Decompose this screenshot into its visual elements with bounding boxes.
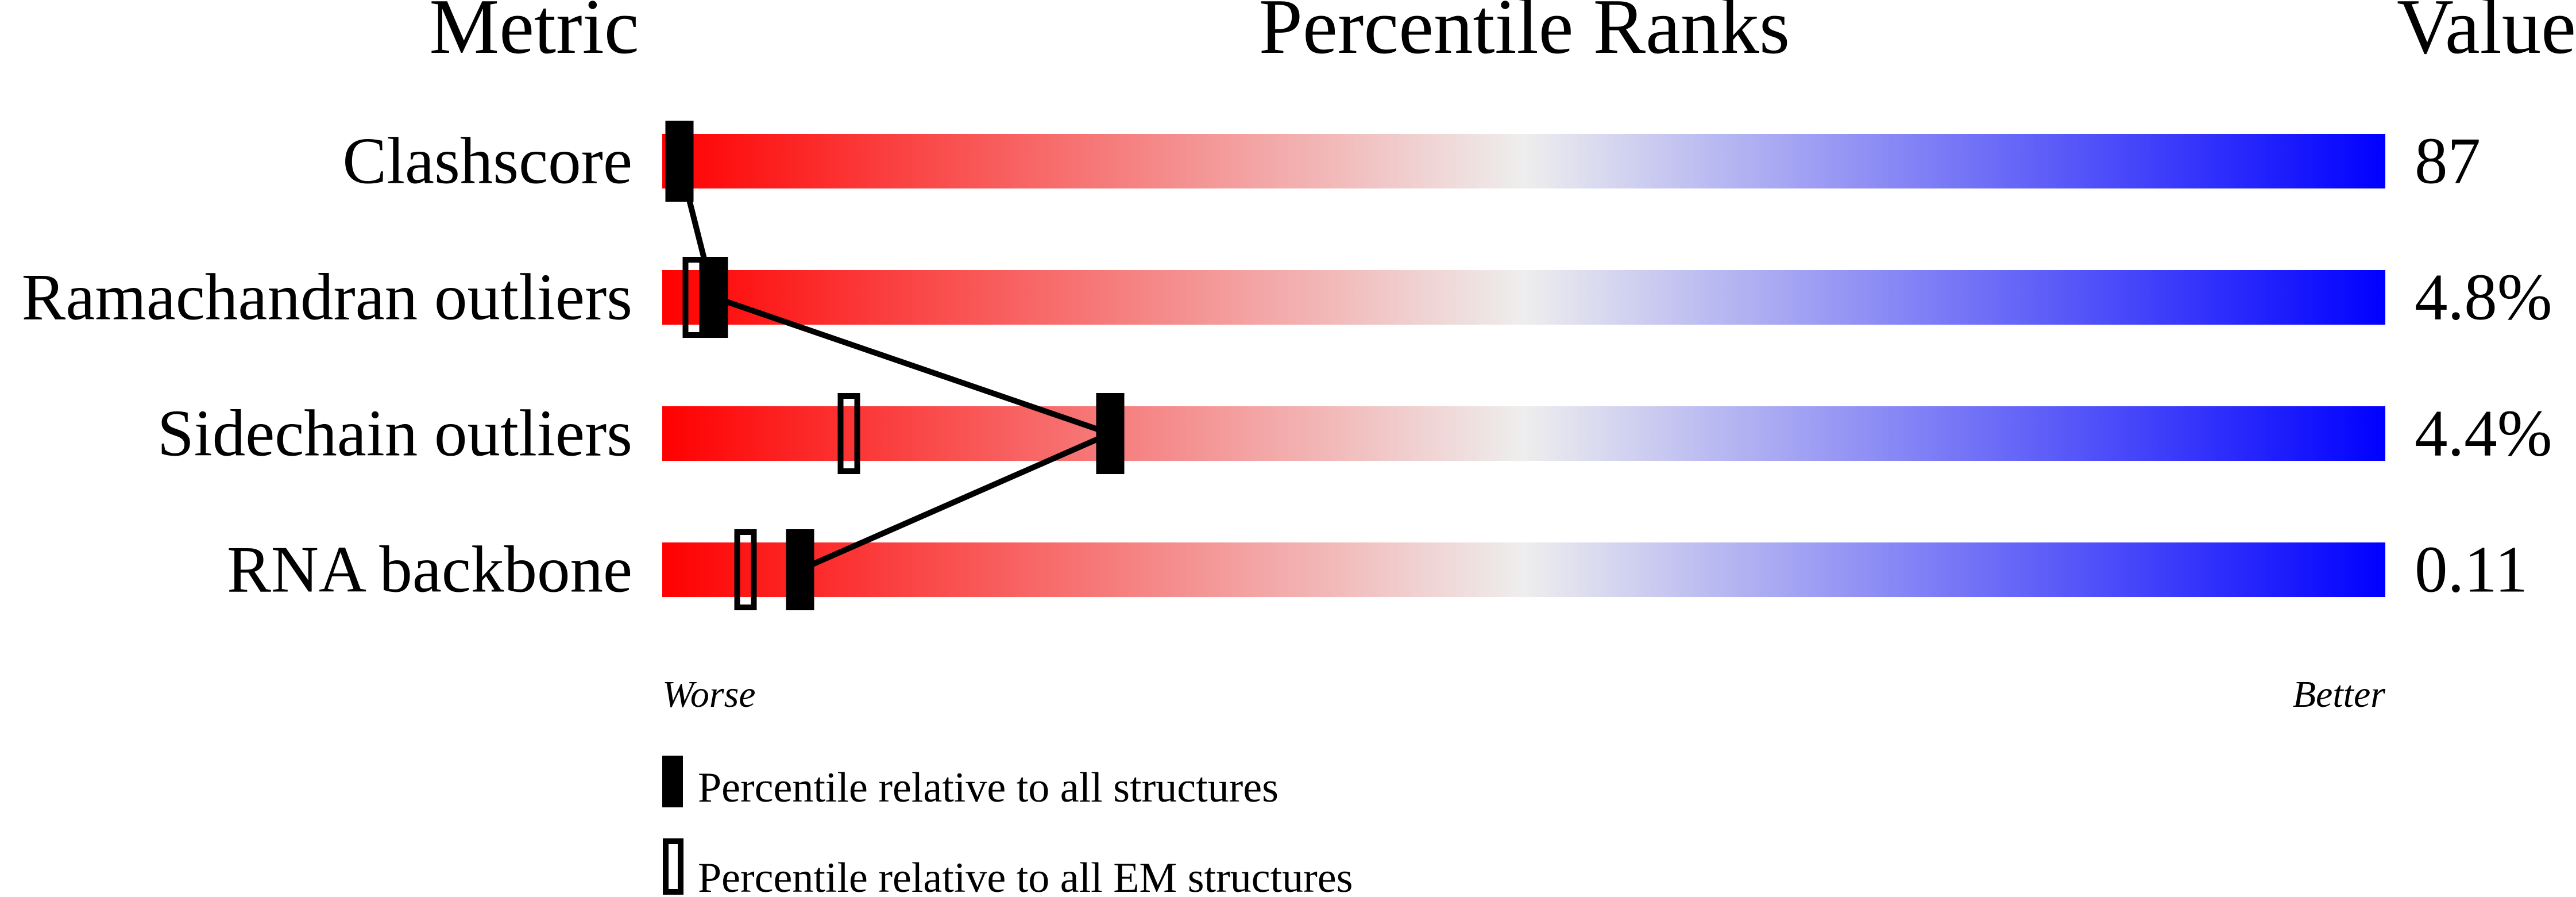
em-percentile-marker [734,529,757,610]
metric-label: RNA backbone [227,533,632,606]
all-percentile-marker [665,121,694,202]
legend-filled-marker [662,756,683,807]
metric-label: Sidechain outliers [157,397,632,470]
metric-label: Clashscore [342,125,632,198]
connector-line [798,430,1112,573]
legend-open-marker [663,838,683,895]
header-metric: Metric [429,0,639,70]
connector-line [713,294,1111,437]
header-value: Value [2397,0,2576,70]
metric-label: Ramachandran outliers [22,261,632,334]
percentile-bar [662,134,2385,188]
percentile-bar [662,542,2385,597]
metric-value: 4.8% [2415,261,2552,334]
axis-label-worse: Worse [662,673,756,715]
all-percentile-marker [786,529,814,610]
percentile-bar [662,270,2385,325]
em-percentile-marker [837,393,860,474]
axis-label-better: Better [2293,673,2386,715]
percentile-bar [662,406,2385,461]
metric-value: 4.4% [2415,397,2552,470]
legend-filled-label: Percentile relative to all structures [698,764,1279,811]
metric-value: 87 [2415,125,2481,198]
header-percentile-ranks: Percentile Ranks [1259,0,1790,70]
all-percentile-marker [700,257,728,338]
legend-open-label: Percentile relative to all EM structures [698,854,1353,897]
all-percentile-marker [1096,393,1125,474]
metric-value: 0.11 [2415,533,2528,606]
